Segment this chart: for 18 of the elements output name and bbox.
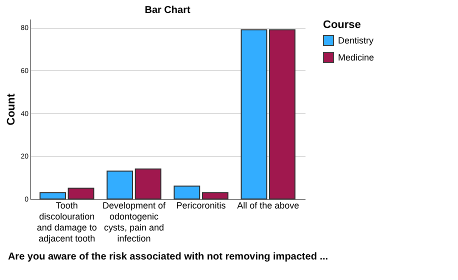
x-tick-label: Development of odontogenic cysts, pain and infection <box>102 200 166 244</box>
bar <box>202 192 228 200</box>
x-tick-label: Tooth discolouration and damage to adjacent tooth <box>36 200 97 244</box>
x-tick-label: All of the above <box>237 200 300 210</box>
bar <box>174 186 200 200</box>
legend-label: Medicine <box>338 52 374 62</box>
bar <box>240 29 268 200</box>
bar <box>40 192 66 200</box>
y-axis-title: Count <box>6 93 18 126</box>
x-axis-title: Are you aware of the risk associated with not removing impacted ... <box>8 252 328 262</box>
x-tick-label: Pericoronitis <box>176 200 226 210</box>
legend-title: Course <box>323 19 361 31</box>
legend-label: Dentistry <box>338 36 374 46</box>
bar <box>134 168 162 200</box>
chart-title: Bar Chart <box>144 5 191 16</box>
bar <box>269 29 296 200</box>
bar <box>68 188 94 200</box>
bar <box>106 170 134 200</box>
